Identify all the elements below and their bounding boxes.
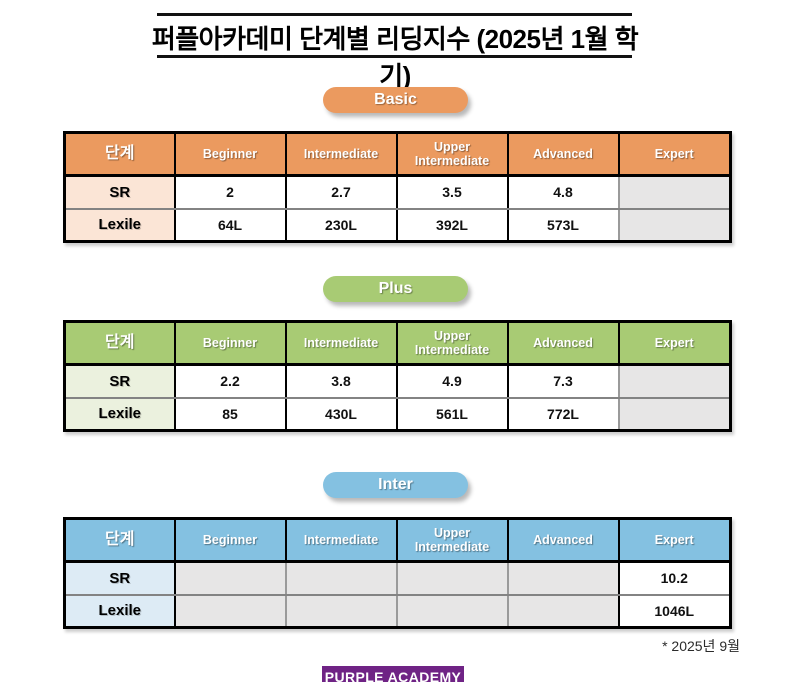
cell-basic-lexile-beginner: 64L	[174, 208, 287, 242]
column-header-intermediate: Intermediate	[285, 132, 398, 177]
row-label-lexile: Lexile	[64, 208, 176, 242]
cell-basic-lexile-expert	[618, 208, 731, 242]
title-rule-bottom	[157, 55, 632, 58]
cell-plus-sr-expert	[618, 364, 731, 399]
cell-inter-sr-intermediate	[285, 561, 398, 596]
plus-header-row: 단계 Beginner Intermediate Upper Intermedi…	[64, 321, 731, 366]
column-header-upper-intermediate: Upper Intermediate	[396, 132, 509, 177]
cell-basic-lexile-advanced: 573L	[507, 208, 620, 242]
column-header-beginner: Beginner	[174, 132, 287, 177]
column-header-intermediate: Intermediate	[285, 518, 398, 563]
cell-basic-lexile-intermediate: 230L	[285, 208, 398, 242]
column-header-expert: Expert	[618, 132, 731, 177]
cell-inter-lexile-advanced	[507, 594, 620, 628]
purple-academy-logo: PURPLE ACADEMY	[322, 666, 464, 682]
cell-plus-sr-intermediate: 3.8	[285, 364, 398, 399]
basic-table: 단계 Beginner Intermediate Upper Intermedi…	[63, 131, 732, 243]
column-header-beginner: Beginner	[174, 321, 287, 366]
row-label-sr: SR	[64, 561, 176, 596]
badge-inter: Inter	[323, 472, 468, 498]
cell-plus-sr-advanced: 7.3	[507, 364, 620, 399]
inter-sr-row: SR 10.2	[64, 561, 731, 596]
row-label-lexile: Lexile	[64, 397, 176, 431]
column-header-intermediate: Intermediate	[285, 321, 398, 366]
inter-lexile-row: Lexile 1046L	[64, 594, 731, 628]
inter-table: 단계 Beginner Intermediate Upper Intermedi…	[63, 517, 732, 629]
cell-basic-sr-expert	[618, 175, 731, 210]
cell-inter-lexile-expert: 1046L	[618, 594, 731, 628]
column-header-advanced: Advanced	[507, 132, 620, 177]
cell-basic-sr-beginner: 2	[174, 175, 287, 210]
column-header-stage: 단계	[64, 518, 176, 563]
cell-plus-lexile-expert	[618, 397, 731, 431]
footnote-date: * 2025년 9월	[662, 638, 740, 654]
column-header-upper-intermediate: Upper Intermediate	[396, 518, 509, 563]
cell-plus-lexile-upper-intermediate: 561L	[396, 397, 509, 431]
cell-inter-sr-beginner	[174, 561, 287, 596]
plus-sr-row: SR 2.2 3.8 4.9 7.3	[64, 364, 731, 399]
cell-inter-sr-advanced	[507, 561, 620, 596]
cell-inter-lexile-beginner	[174, 594, 287, 628]
cell-plus-lexile-intermediate: 430L	[285, 397, 398, 431]
basic-header-row: 단계 Beginner Intermediate Upper Intermedi…	[64, 132, 731, 177]
cell-plus-lexile-beginner: 85	[174, 397, 287, 431]
cell-inter-sr-expert: 10.2	[618, 561, 731, 596]
cell-basic-sr-upper-intermediate: 3.5	[396, 175, 509, 210]
row-label-sr: SR	[64, 175, 176, 210]
cell-inter-lexile-intermediate	[285, 594, 398, 628]
column-header-beginner: Beginner	[174, 518, 287, 563]
cell-plus-lexile-advanced: 772L	[507, 397, 620, 431]
plus-table: 단계 Beginner Intermediate Upper Intermedi…	[63, 320, 732, 432]
cell-plus-sr-beginner: 2.2	[174, 364, 287, 399]
column-header-expert: Expert	[618, 518, 731, 563]
column-header-advanced: Advanced	[507, 518, 620, 563]
cell-basic-sr-advanced: 4.8	[507, 175, 620, 210]
cell-inter-lexile-upper-intermediate	[396, 594, 509, 628]
row-label-lexile: Lexile	[64, 594, 176, 628]
title-rule-top	[157, 13, 632, 16]
column-header-stage: 단계	[64, 132, 176, 177]
cell-inter-sr-upper-intermediate	[396, 561, 509, 596]
cell-basic-lexile-upper-intermediate: 392L	[396, 208, 509, 242]
cell-plus-sr-upper-intermediate: 4.9	[396, 364, 509, 399]
badge-plus: Plus	[323, 276, 468, 302]
basic-lexile-row: Lexile 64L 230L 392L 573L	[64, 208, 731, 242]
basic-sr-row: SR 2 2.7 3.5 4.8	[64, 175, 731, 210]
inter-header-row: 단계 Beginner Intermediate Upper Intermedi…	[64, 518, 731, 563]
badge-basic: Basic	[323, 87, 468, 113]
plus-lexile-row: Lexile 85 430L 561L 772L	[64, 397, 731, 431]
column-header-advanced: Advanced	[507, 321, 620, 366]
row-label-sr: SR	[64, 364, 176, 399]
column-header-upper-intermediate: Upper Intermediate	[396, 321, 509, 366]
cell-basic-sr-intermediate: 2.7	[285, 175, 398, 210]
column-header-expert: Expert	[618, 321, 731, 366]
page-title: 퍼플아카데미 단계별 리딩지수 (2025년 1월 학기)	[151, 24, 639, 91]
column-header-stage: 단계	[64, 321, 176, 366]
